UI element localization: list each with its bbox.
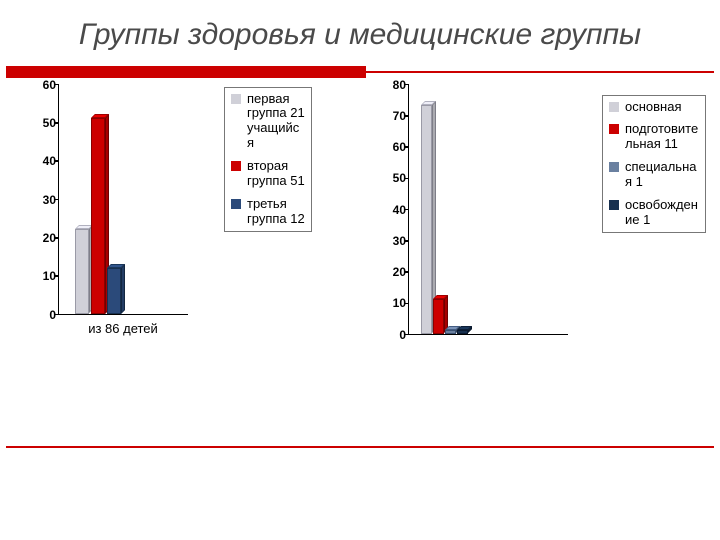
ytick [404,303,409,305]
ytick [54,122,59,124]
ytick [404,271,409,273]
plot-inner-right [408,85,568,335]
legend-item: основная [609,100,699,115]
plot-area-left: 0102030405060 [28,85,218,315]
legend-item: подготовительная 11 [609,122,699,152]
plot-area-right: 01020304050607080 [378,85,598,335]
legend-label: освобождение 1 [625,198,699,228]
bar [107,268,121,314]
ytick [404,115,409,117]
ytick [404,240,409,242]
ytick [54,199,59,201]
charts-row: 0102030405060 из 86 детей первая группа … [0,79,720,336]
legend-swatch [231,94,241,104]
slide-title: Группы здоровья и медицинские группы [0,0,720,61]
bar [445,330,456,333]
ytick [54,314,59,316]
ytick [404,146,409,148]
ytick [54,160,59,162]
legend-swatch [609,124,619,134]
legend-swatch [609,102,619,112]
ytick [54,237,59,239]
legend-label: третья группа 12 [247,197,305,227]
legend-label: первая группа 21 учащийся [247,92,305,152]
legend-left: первая группа 21 учащийся вторая группа 5… [224,87,312,233]
accent-bar [0,65,720,79]
legend-label: основная [625,100,682,115]
accent-block [6,66,366,78]
medical-groups-chart: 01020304050607080 основная подготовительн… [378,85,708,336]
legend-swatch [609,162,619,172]
legend-label: вторая группа 51 [247,159,305,189]
bar [91,118,105,314]
health-groups-chart: 0102030405060 из 86 детей первая группа … [28,85,368,336]
ytick [404,334,409,336]
legend-item: специальная 1 [609,160,699,190]
ytick [54,275,59,277]
ytick [404,178,409,180]
bar [75,229,89,313]
legend-label: подготовительная 11 [625,122,699,152]
legend-swatch [609,200,619,210]
xlabel-left: из 86 детей [28,321,218,336]
bar [433,299,444,333]
title-text: Группы здоровья и медицинские группы [79,18,641,51]
ytick [404,209,409,211]
legend-item: первая группа 21 учащийся [231,92,305,152]
plot-inner-left [58,85,188,315]
legend-item: вторая группа 51 [231,159,305,189]
legend-item: освобождение 1 [609,198,699,228]
legend-item: третья группа 12 [231,197,305,227]
ytick [54,84,59,86]
bar [421,105,432,333]
legend-swatch [231,161,241,171]
legend-label: специальная 1 [625,160,699,190]
footer-accent-line [6,446,714,448]
ytick [404,84,409,86]
bar [457,330,468,333]
legend-swatch [231,199,241,209]
legend-right: основная подготовительная 11 специальная 1… [602,95,706,234]
